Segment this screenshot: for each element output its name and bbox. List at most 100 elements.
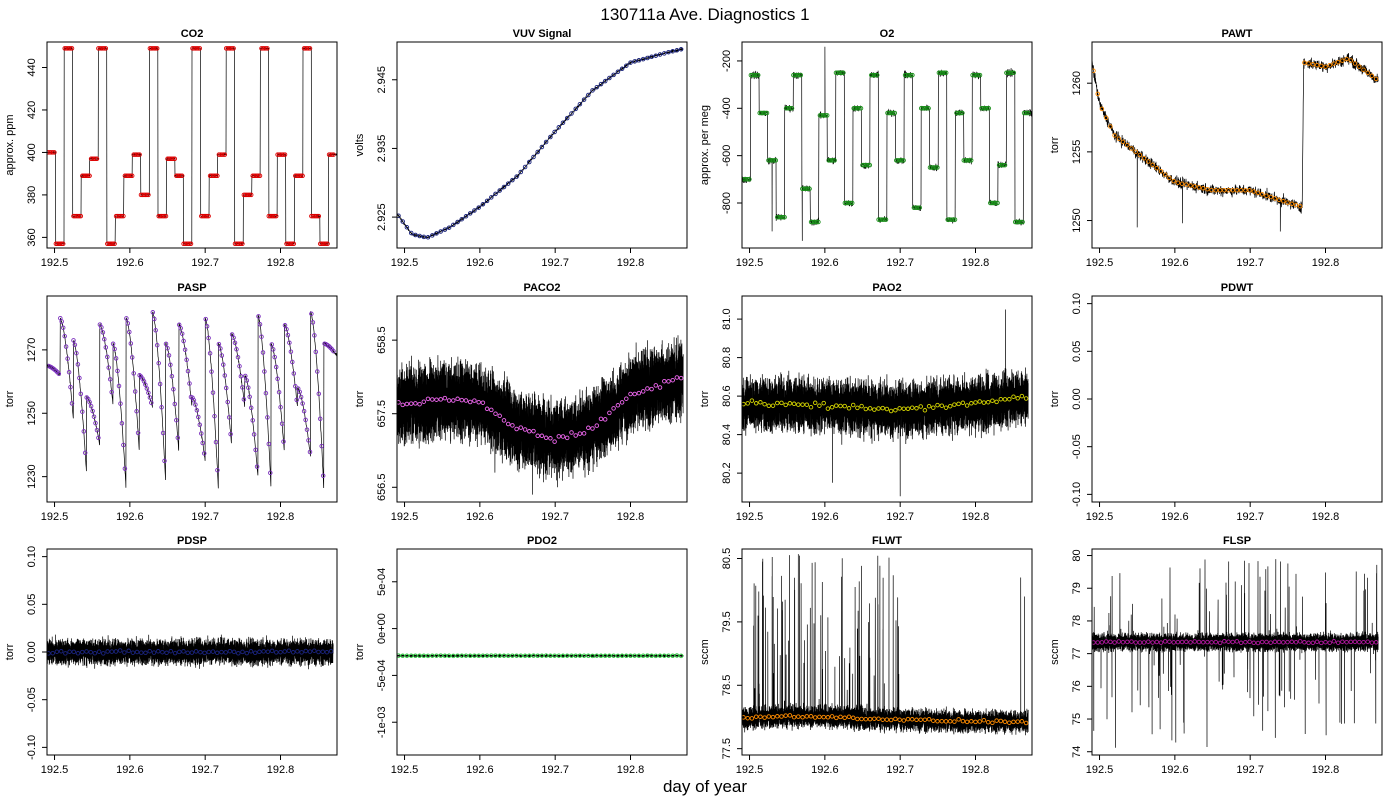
mean-point bbox=[785, 106, 790, 111]
mean-point bbox=[106, 365, 111, 370]
mean-point bbox=[678, 47, 684, 52]
mean-point bbox=[961, 158, 967, 163]
mean-point bbox=[863, 716, 869, 722]
mean-point bbox=[901, 158, 906, 163]
mean-point bbox=[256, 314, 261, 319]
mean-point bbox=[1297, 203, 1303, 209]
mean-point bbox=[770, 158, 776, 163]
mean-point bbox=[203, 213, 208, 219]
mean-point bbox=[1373, 640, 1379, 645]
mean-point bbox=[943, 405, 949, 410]
panel-pawt: PAWT torr 192.5 192.6 192.7 192.8 1250 1255 1260 bbox=[1049, 28, 1383, 269]
mean-point bbox=[451, 222, 456, 228]
mean-point bbox=[1222, 639, 1227, 644]
mean-point bbox=[636, 58, 642, 63]
mean-point bbox=[228, 431, 233, 437]
mean-point bbox=[607, 653, 612, 659]
mean-point bbox=[905, 72, 911, 78]
mean-point bbox=[863, 406, 869, 412]
panel-title: O2 bbox=[880, 28, 895, 40]
mean-point bbox=[131, 152, 136, 157]
x-tick-label: 192.6 bbox=[811, 764, 839, 776]
mean-point bbox=[65, 46, 70, 51]
mean-point bbox=[129, 173, 135, 179]
panel-frame bbox=[741, 548, 1033, 756]
mean-point bbox=[1319, 63, 1324, 69]
mean-point bbox=[1272, 639, 1278, 645]
mean-point bbox=[855, 716, 860, 722]
mean-point bbox=[107, 377, 113, 382]
mean-point bbox=[876, 406, 881, 411]
mean-point bbox=[1297, 639, 1303, 644]
mean-point bbox=[983, 106, 989, 111]
mean-point bbox=[1276, 197, 1282, 203]
panel-frame bbox=[396, 548, 688, 756]
mean-point bbox=[855, 106, 861, 111]
y-tick-label: 79 bbox=[1071, 582, 1083, 594]
mean-point bbox=[776, 214, 782, 220]
mean-point bbox=[922, 408, 928, 413]
mean-point bbox=[231, 335, 236, 340]
x-tick-label: 192.5 bbox=[1086, 764, 1114, 776]
mean-point bbox=[250, 418, 255, 423]
mean-point bbox=[775, 400, 780, 406]
mean-point bbox=[1268, 640, 1273, 645]
mean-point bbox=[920, 106, 925, 111]
mean-point bbox=[1272, 196, 1278, 201]
mean-point bbox=[851, 106, 856, 111]
mean-point bbox=[926, 106, 931, 111]
mean-point bbox=[171, 387, 176, 392]
mean-point bbox=[82, 173, 88, 179]
mean-point bbox=[514, 174, 519, 179]
mean-point bbox=[1365, 70, 1370, 76]
mean-point bbox=[560, 434, 566, 439]
mean-point bbox=[434, 397, 439, 402]
mean-point bbox=[49, 150, 54, 155]
mean-point bbox=[99, 325, 104, 330]
mean-point bbox=[886, 110, 892, 116]
mean-point bbox=[201, 451, 207, 456]
mean-point bbox=[602, 78, 608, 84]
mean-point bbox=[163, 341, 169, 347]
mean-point bbox=[581, 653, 587, 658]
mean-point bbox=[969, 401, 974, 406]
mean-point bbox=[320, 473, 326, 478]
mean-point bbox=[262, 46, 267, 51]
mean-point bbox=[867, 406, 873, 411]
mean-point bbox=[917, 205, 923, 210]
mean-point bbox=[1205, 639, 1210, 645]
y-tick-label: 2.945 bbox=[376, 66, 388, 94]
mean-point bbox=[315, 213, 320, 219]
mean-point bbox=[185, 650, 190, 656]
mean-point bbox=[841, 70, 846, 76]
mean-point bbox=[816, 219, 821, 225]
mean-point bbox=[611, 72, 616, 78]
mean-point bbox=[1230, 188, 1235, 193]
mean-point bbox=[272, 354, 277, 360]
mean-point bbox=[476, 205, 481, 210]
mean-point bbox=[836, 70, 842, 76]
mean-point bbox=[911, 205, 917, 210]
mean-point bbox=[275, 152, 280, 157]
mean-point bbox=[221, 362, 226, 367]
mean-point bbox=[949, 217, 955, 222]
mean-point bbox=[804, 186, 809, 192]
mean-point bbox=[1213, 639, 1219, 645]
mean-point bbox=[964, 719, 970, 725]
mean-point bbox=[1099, 106, 1105, 112]
mean-point bbox=[1314, 639, 1320, 645]
raw-series-line bbox=[742, 554, 1029, 736]
mean-point bbox=[234, 241, 239, 247]
mean-point bbox=[670, 377, 675, 383]
mean-point bbox=[404, 653, 410, 659]
mean-point bbox=[248, 649, 254, 654]
mean-point bbox=[839, 70, 845, 76]
mean-point bbox=[285, 332, 291, 338]
mean-point bbox=[880, 717, 885, 722]
x-tick-label: 192.8 bbox=[962, 764, 990, 776]
mean-point bbox=[1264, 193, 1269, 198]
panel-pdwt: PDWT torr 192.5 192.6 192.7 192.8 -0.10 -0.05 0.… bbox=[1049, 282, 1383, 523]
x-tick-label: 192.6 bbox=[1161, 764, 1189, 776]
plot-area bbox=[742, 46, 1032, 241]
